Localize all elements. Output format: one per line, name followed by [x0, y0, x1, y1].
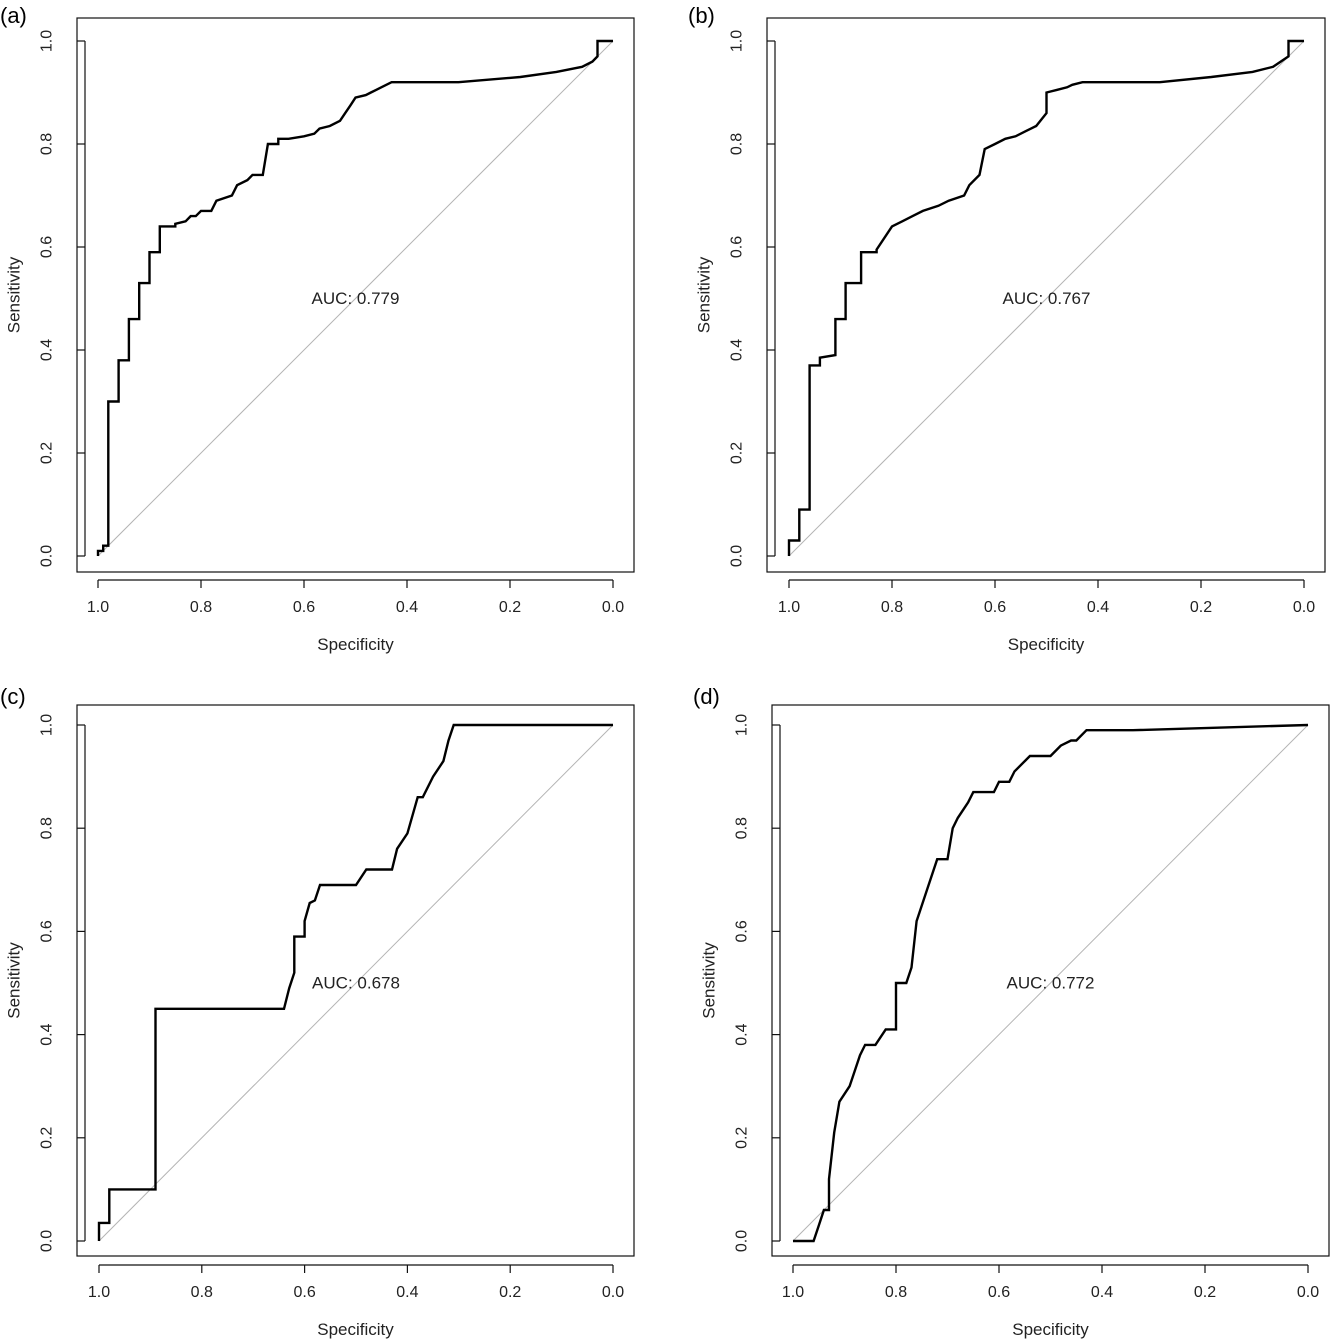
auc-annotation: AUC: 0.678	[312, 974, 400, 993]
roc-panel-c: (c) 1.0 0.8 0.6 0.4 0.2 0.0 0.0 0.2 0.4 0.6 0.8 1.0 S…	[0, 684, 635, 1339]
x-tick-label: 0.4	[396, 1284, 418, 1301]
roc-curve	[793, 723, 1309, 1243]
y-tick-label: 0.6	[39, 236, 56, 258]
x-tick-label: 0.2	[499, 599, 521, 616]
y-tick-label: 0.4	[734, 1023, 751, 1045]
y-tick-label: 0.0	[39, 1230, 56, 1252]
x-tick-label: 0.8	[885, 1284, 907, 1301]
y-axis-title: Sensitivity	[700, 942, 719, 1019]
x-tick-label: 0.0	[602, 599, 624, 616]
y-tick-label: 0.6	[39, 920, 56, 942]
x-axis-title: Specificity	[1008, 635, 1085, 654]
x-axis-title: Specificity	[317, 635, 394, 654]
plot-frame	[76, 17, 635, 573]
y-tick-label: 1.0	[729, 30, 746, 52]
x-tick-label: 0.6	[293, 1284, 315, 1301]
x-tick-label: 0.6	[984, 599, 1006, 616]
y-tick-label: 0.6	[729, 236, 746, 258]
y-tick-label: 0.2	[39, 1127, 56, 1149]
plot-frame	[76, 704, 635, 1257]
y-tick-label: 0.2	[39, 442, 56, 464]
x-tick-label: 0.6	[293, 599, 315, 616]
reference-diagonal	[788, 40, 1305, 557]
x-tick-label: 0.8	[190, 599, 212, 616]
y-axis-title: Sensitivity	[5, 942, 24, 1019]
y-axis-title: Sensitivity	[695, 256, 714, 333]
y-tick-label: 0.0	[39, 545, 56, 567]
roc-panel-d: (d) 1.0 0.8 0.6 0.4 0.2 0.0 0.0 0.2 0.4 0.6 0.8 1.0 S…	[693, 684, 1330, 1339]
x-tick-label: 0.0	[1297, 1284, 1319, 1301]
auc-annotation: AUC: 0.779	[312, 289, 400, 308]
plot-frame	[771, 704, 1330, 1257]
x-tick-label: 0.4	[396, 599, 418, 616]
y-tick-label: 1.0	[39, 714, 56, 736]
y-tick-label: 0.4	[729, 339, 746, 361]
y-tick-label: 0.4	[39, 339, 56, 361]
x-tick-label: 0.4	[1091, 1284, 1113, 1301]
reference-diagonal	[97, 40, 614, 557]
y-tick-label: 0.8	[39, 133, 56, 155]
roc-panel-b: (b) 1.0 0.8 0.6 0.4 0.2 0.0 0.0 0.2 0.4 0.6 0.8 1.0 S…	[688, 3, 1326, 654]
y-tick-label: 0.0	[734, 1230, 751, 1252]
panel-label: (a)	[0, 3, 27, 28]
y-tick-label: 0.4	[39, 1023, 56, 1045]
x-tick-label: 1.0	[782, 1284, 804, 1301]
x-tick-label: 0.8	[191, 1284, 213, 1301]
y-tick-label: 1.0	[734, 714, 751, 736]
reference-diagonal	[792, 724, 1309, 1242]
y-tick-label: 0.8	[39, 817, 56, 839]
x-tick-label: 0.2	[1190, 599, 1212, 616]
y-tick-label: 0.2	[734, 1127, 751, 1149]
y-tick-label: 0.8	[729, 133, 746, 155]
x-tick-label: 0.6	[988, 1284, 1010, 1301]
panel-label: (c)	[0, 684, 26, 709]
y-tick-label: 0.2	[729, 442, 746, 464]
auc-annotation: AUC: 0.767	[1003, 289, 1091, 308]
x-tick-label: 1.0	[778, 599, 800, 616]
roc-curve	[96, 39, 613, 556]
reference-diagonal	[98, 724, 614, 1242]
x-axis-title: Specificity	[317, 1320, 394, 1339]
y-tick-label: 0.6	[734, 920, 751, 942]
x-tick-label: 1.0	[87, 599, 109, 616]
x-tick-label: 0.0	[1293, 599, 1315, 616]
roc-panel-a: (a) 1.0 0.8 0.6 0.4 0.2 0.0 0.0 0.2 0.4 0.6 0.8 1.0 S…	[0, 3, 635, 654]
x-axis-title: Specificity	[1012, 1320, 1089, 1339]
y-tick-label: 0.0	[729, 545, 746, 567]
x-tick-label: 0.2	[499, 1284, 521, 1301]
auc-annotation: AUC: 0.772	[1007, 974, 1095, 993]
y-axis-title: Sensitivity	[5, 256, 24, 333]
panel-label: (d)	[693, 684, 720, 709]
panel-label: (b)	[688, 3, 715, 28]
x-tick-label: 0.4	[1087, 599, 1109, 616]
x-tick-label: 0.8	[881, 599, 903, 616]
roc-curve	[787, 39, 1304, 556]
x-tick-label: 1.0	[88, 1284, 110, 1301]
x-tick-label: 0.0	[602, 1284, 624, 1301]
y-tick-label: 1.0	[39, 30, 56, 52]
plot-frame	[766, 17, 1326, 573]
y-tick-label: 0.8	[734, 817, 751, 839]
roc-curve	[97, 723, 613, 1241]
x-tick-label: 0.2	[1194, 1284, 1216, 1301]
